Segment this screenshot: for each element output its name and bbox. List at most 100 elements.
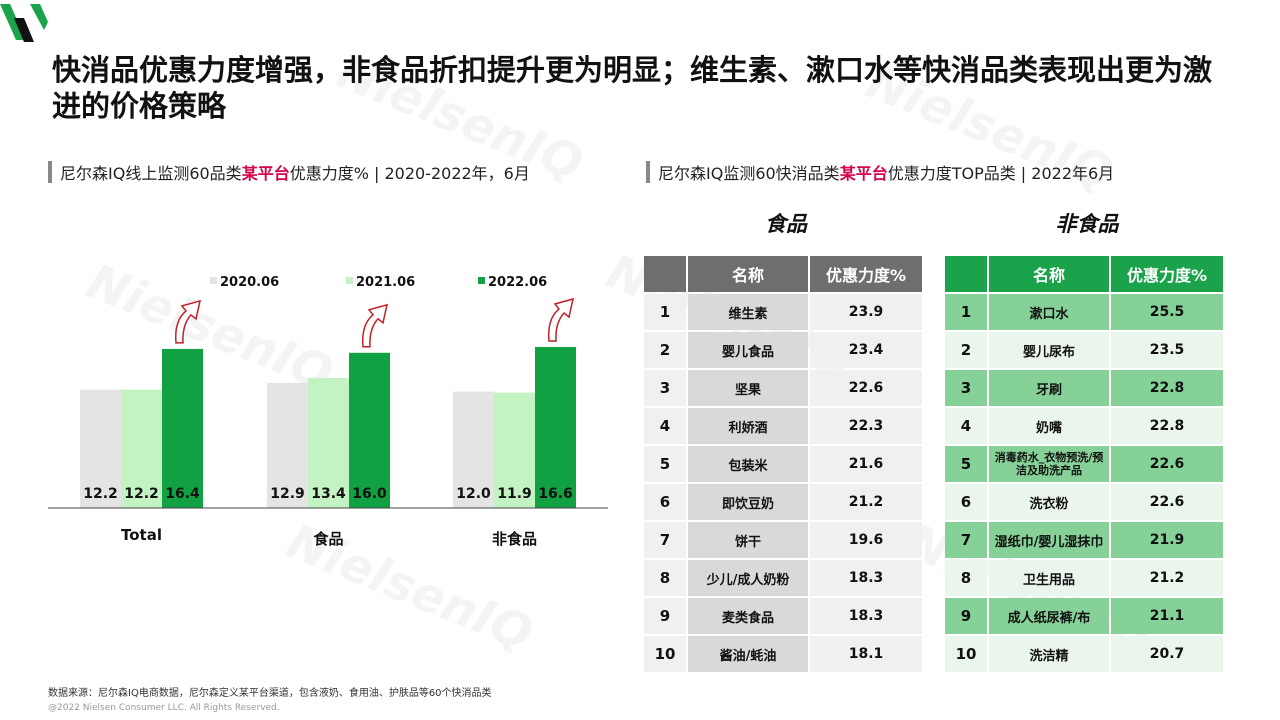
cell-name: 卫生用品 xyxy=(989,560,1109,596)
subtitle-prefix: 尼尔森IQ监测60快消品类 xyxy=(658,164,840,183)
cell-name: 利娇酒 xyxy=(688,408,808,444)
data-label: 12.0 xyxy=(456,486,491,502)
subtitle-marker xyxy=(48,161,52,183)
data-label: 16.0 xyxy=(352,486,387,502)
cell-value: 22.8 xyxy=(1111,370,1223,406)
table-row: 7 饼干 19.6 xyxy=(644,522,922,558)
bar xyxy=(267,382,308,508)
cell-rank: 8 xyxy=(644,560,686,596)
cell-name: 即饮豆奶 xyxy=(688,484,808,520)
legend-swatch xyxy=(210,277,217,284)
cell-rank: 10 xyxy=(644,636,686,672)
table-row: 10 洗洁精 20.7 xyxy=(945,636,1223,672)
cell-rank: 8 xyxy=(945,560,987,596)
cell-value: 18.1 xyxy=(810,636,922,672)
column-header-name: 名称 xyxy=(989,256,1109,292)
trend-arrow-icon xyxy=(174,299,202,344)
cell-value: 22.3 xyxy=(810,408,922,444)
table-row: 5 包装米 21.6 xyxy=(644,446,922,482)
food-table-heading: 食品 xyxy=(765,212,807,236)
food-table: 名称 优惠力度% 1 维生素 23.9 2 婴儿食品 23.4 3 坚果 22.6 4 利娇酒 22.… xyxy=(642,254,924,674)
cell-name: 少儿/成人奶粉 xyxy=(688,560,808,596)
bar xyxy=(162,348,203,508)
data-label: 16.6 xyxy=(538,486,573,502)
subtitle-highlight: 某平台 xyxy=(241,164,290,183)
cell-value: 22.6 xyxy=(810,370,922,406)
subtitle-marker xyxy=(646,161,650,183)
nonfood-table: 名称 优惠力度% 1 漱口水 25.5 2 婴儿尿布 23.5 3 牙刷 22.8 4 奶嘴 22.8… xyxy=(943,254,1225,674)
table-row: 6 即饮豆奶 21.2 xyxy=(644,484,922,520)
cell-rank: 3 xyxy=(644,370,686,406)
cell-value: 23.5 xyxy=(1111,332,1223,368)
column-header-rank xyxy=(945,256,987,292)
bar xyxy=(453,391,494,508)
cell-value: 23.4 xyxy=(810,332,922,368)
cell-name: 湿纸巾/婴儿湿抹巾 xyxy=(989,522,1109,558)
table-row: 7 湿纸巾/婴儿湿抹巾 21.9 xyxy=(945,522,1223,558)
cell-rank: 5 xyxy=(945,446,987,482)
cell-name: 麦类食品 xyxy=(688,598,808,634)
cell-rank: 5 xyxy=(644,446,686,482)
bar xyxy=(308,378,349,508)
data-label: 16.4 xyxy=(165,486,200,502)
cell-rank: 6 xyxy=(644,484,686,520)
cell-value: 21.9 xyxy=(1111,522,1223,558)
cell-name: 漱口水 xyxy=(989,294,1109,330)
legend-label: 2022.06 xyxy=(488,275,547,290)
table-row: 10 酱油/蚝油 18.1 xyxy=(644,636,922,672)
data-label: 12.9 xyxy=(270,486,305,502)
cell-value: 21.2 xyxy=(1111,560,1223,596)
cell-rank: 1 xyxy=(945,294,987,330)
table-row: 2 婴儿尿布 23.5 xyxy=(945,332,1223,368)
cell-rank: 7 xyxy=(945,522,987,558)
cell-name: 维生素 xyxy=(688,294,808,330)
cell-value: 21.6 xyxy=(810,446,922,482)
cell-value: 21.2 xyxy=(810,484,922,520)
subtitle-prefix: 尼尔森IQ线上监测60品类 xyxy=(60,164,242,183)
source-note: 数据来源：尼尔森IQ电商数据，尼尔森定义某平台渠道，包含液奶、食用油、护肤品等6… xyxy=(48,688,492,699)
subtitle-suffix: 优惠力度TOP品类 | 2022年6月 xyxy=(887,164,1115,183)
cell-rank: 2 xyxy=(644,332,686,368)
discount-bar-chart: 2020.06 2021.06 2022.06 12.2 12.2 16.4 Total 12… xyxy=(48,275,608,548)
bar xyxy=(349,352,390,508)
legend-swatch xyxy=(478,277,485,284)
cell-value: 25.5 xyxy=(1111,294,1223,330)
legend-label: 2021.06 xyxy=(356,275,415,290)
legend-label: 2020.06 xyxy=(220,275,279,290)
cell-name: 成人纸尿裤/布 xyxy=(989,598,1109,634)
table-row: 8 少儿/成人奶粉 18.3 xyxy=(644,560,922,596)
table-row: 6 洗衣粉 22.6 xyxy=(945,484,1223,520)
trend-arrow-icon xyxy=(361,303,389,348)
cell-name: 饼干 xyxy=(688,522,808,558)
cell-name: 洗洁精 xyxy=(989,636,1109,672)
data-label: 12.2 xyxy=(83,486,118,502)
cell-rank: 2 xyxy=(945,332,987,368)
page-title: 快消品优惠力度增强，非食品折扣提升更为明显；维生素、漱口水等快消品类表现出更为激… xyxy=(52,53,1213,123)
cell-name: 婴儿食品 xyxy=(688,332,808,368)
cell-value: 18.3 xyxy=(810,598,922,634)
cell-name: 牙刷 xyxy=(989,370,1109,406)
cell-value: 18.3 xyxy=(810,560,922,596)
cell-name: 包装米 xyxy=(688,446,808,482)
column-header-name: 名称 xyxy=(688,256,808,292)
category-label: 食品 xyxy=(313,530,343,548)
table-row: 2 婴儿食品 23.4 xyxy=(644,332,922,368)
table-row: 8 卫生用品 21.2 xyxy=(945,560,1223,596)
table-row: 1 漱口水 25.5 xyxy=(945,294,1223,330)
cell-value: 22.8 xyxy=(1111,408,1223,444)
table-row: 4 奶嘴 22.8 xyxy=(945,408,1223,444)
column-header-value: 优惠力度% xyxy=(810,256,922,292)
cell-value: 23.9 xyxy=(810,294,922,330)
cell-value: 22.6 xyxy=(1111,484,1223,520)
column-header-rank xyxy=(644,256,686,292)
data-label: 12.2 xyxy=(124,486,159,502)
cell-rank: 3 xyxy=(945,370,987,406)
cell-value: 21.1 xyxy=(1111,598,1223,634)
cell-name: 消毒药水_衣物预洗/预洁及助洗产品 xyxy=(989,446,1109,482)
subtitle-highlight: 某平台 xyxy=(839,164,888,183)
right-subtitle: 尼尔森IQ监测60快消品类 某平台 优惠力度TOP品类 | 2022年6月 xyxy=(646,160,1114,184)
cell-name: 酱油/蚝油 xyxy=(688,636,808,672)
cell-name: 坚果 xyxy=(688,370,808,406)
cell-value: 19.6 xyxy=(810,522,922,558)
cell-rank: 7 xyxy=(644,522,686,558)
